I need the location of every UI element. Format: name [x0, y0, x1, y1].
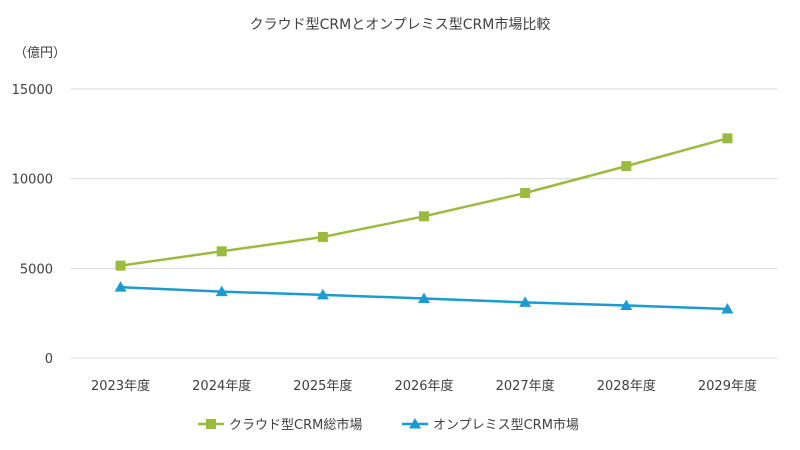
x-tick-label: 2024年度 [192, 378, 251, 394]
legend-marker [409, 418, 421, 429]
chart-title: クラウド型CRMとオンプレミス型CRM市場比較 [250, 16, 551, 33]
y-tick-label: 0 [45, 352, 53, 367]
data-point [317, 231, 328, 242]
data-point [418, 292, 430, 303]
y-tick-label: 15000 [12, 83, 53, 98]
x-axis-ticks: 2023年度 2024年度 2025年度 2026年度 2027年度 2028年度 2029… [91, 378, 757, 394]
y-tick-label: 10000 [12, 173, 53, 188]
y-axis-unit-label: （億円） [14, 45, 66, 61]
data-point [621, 161, 632, 172]
data-point [115, 260, 126, 271]
legend: クラウド型CRM総市場 オンプレミス型CRM市場 [198, 417, 579, 433]
x-tick-label: 2028年度 [597, 378, 656, 394]
data-point [316, 288, 329, 300]
data-point [216, 246, 227, 257]
legend-label: オンプレミス型CRM市場 [433, 417, 579, 433]
y-tick-label: 5000 [20, 262, 53, 277]
data-point [114, 281, 127, 292]
data-point [215, 285, 228, 297]
x-tick-label: 2023年度 [91, 378, 150, 394]
legend-marker [206, 419, 216, 429]
data-point [519, 296, 532, 307]
x-tick-label: 2027年度 [496, 378, 555, 394]
x-tick-label: 2025年度 [293, 378, 352, 394]
legend-item: クラウド型CRM総市場 [198, 417, 362, 433]
data-point [419, 211, 429, 222]
series-group [114, 133, 734, 314]
data-point [722, 133, 733, 144]
legend-label: クラウド型CRM総市場 [229, 417, 362, 433]
data-point [620, 299, 633, 310]
series-line [120, 137, 728, 267]
data-point [520, 188, 531, 199]
series-1 [115, 133, 733, 271]
y-axis-ticks: 0 5000 10000 15000 [12, 83, 53, 367]
gridlines [70, 88, 778, 359]
data-point [721, 303, 734, 314]
x-tick-label: 2026年度 [394, 378, 453, 394]
legend-item: オンプレミス型CRM市場 [402, 417, 579, 433]
x-tick-label: 2029年度 [698, 378, 757, 394]
series-2 [114, 281, 734, 314]
